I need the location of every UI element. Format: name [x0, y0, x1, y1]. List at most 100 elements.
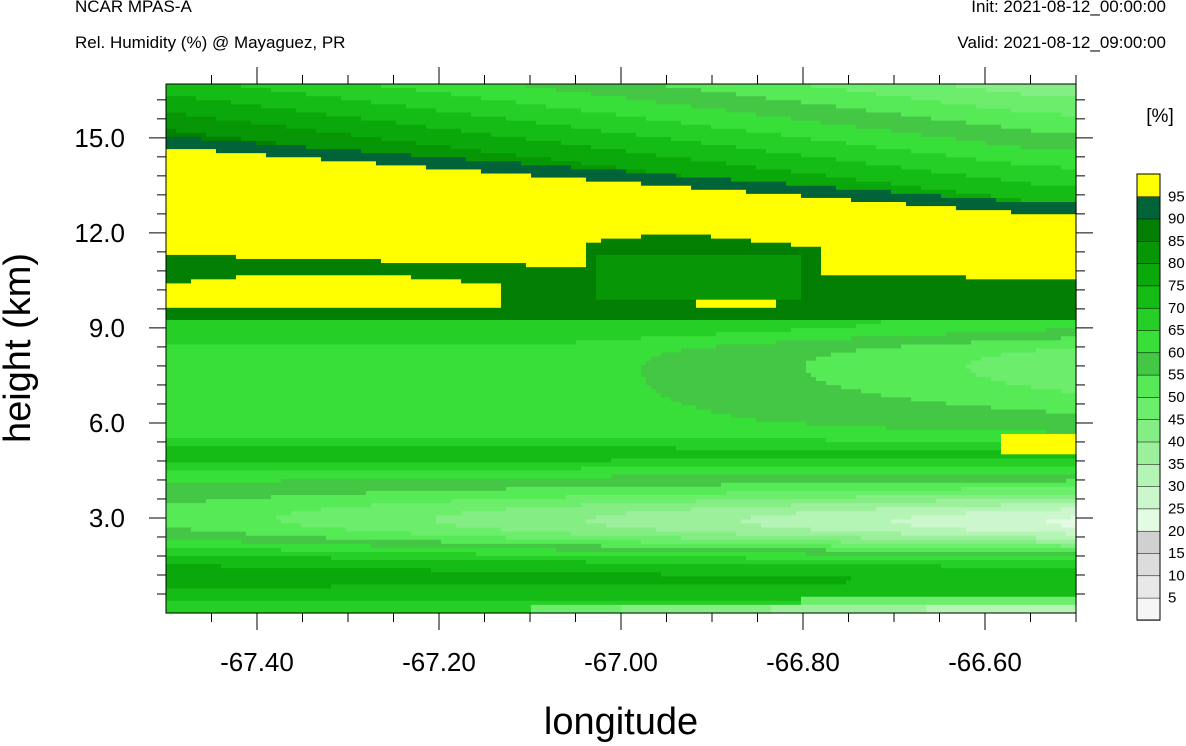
- field-cell: [1066, 478, 1077, 484]
- field-cell: [481, 149, 627, 154]
- field-cell: [166, 482, 722, 488]
- field-cell: [166, 543, 372, 549]
- field-cell: [326, 535, 507, 541]
- field-cell: [646, 169, 792, 175]
- field-cell: [166, 429, 1047, 435]
- field-cell: [166, 413, 732, 419]
- field-cell: [471, 112, 617, 118]
- field-cell: [801, 258, 822, 264]
- field-cell: [801, 291, 1077, 297]
- field-cell: [451, 145, 592, 150]
- y-axis-label: height (km): [0, 253, 39, 443]
- field-cell: [166, 584, 332, 590]
- colorbar-swatch: [1136, 396, 1161, 420]
- field-cell: [166, 214, 1077, 219]
- field-cell: [736, 145, 877, 150]
- field-cell: [821, 263, 1077, 268]
- field-cell: [811, 136, 957, 142]
- field-cell: [166, 295, 502, 301]
- field-cell: [976, 157, 1077, 162]
- field-cell: [606, 523, 762, 529]
- field-cell: [166, 515, 277, 521]
- field-cell: [741, 519, 892, 525]
- field-cell: [166, 173, 532, 179]
- field-cell: [726, 161, 867, 166]
- colorbar-swatch: [1136, 419, 1161, 443]
- field-cell: [791, 503, 1002, 508]
- field-cell: [166, 397, 672, 402]
- field-cell: [976, 104, 1077, 110]
- field-cell: [536, 120, 682, 126]
- field-cell: [856, 177, 1002, 183]
- field-cell: [601, 128, 747, 134]
- field-cell: [641, 234, 712, 240]
- colorbar-swatch: [1136, 173, 1161, 197]
- field-cell: [846, 580, 1077, 586]
- field-cell: [166, 376, 647, 382]
- field-cell: [826, 381, 1007, 386]
- field-cell: [1001, 124, 1077, 130]
- colorbar-label: 10: [1168, 567, 1185, 584]
- field-cell: [596, 267, 802, 272]
- field-cell: [771, 604, 927, 610]
- field-cell: [166, 124, 287, 130]
- colorbar: 5 10 15 20 25 30 35 40 45 50 55 60 65 70 75 80 85 90 95: [1136, 173, 1185, 621]
- field-cell: [571, 124, 712, 130]
- field-cell: [221, 564, 942, 569]
- field-cell: [681, 120, 822, 126]
- field-cell: [1061, 543, 1077, 549]
- field-cell: [371, 100, 517, 105]
- field-cell: [586, 177, 732, 183]
- field-cell: [191, 279, 462, 284]
- field-cell: [806, 364, 967, 370]
- field-cell: [966, 120, 1077, 126]
- field-cell: [241, 539, 442, 545]
- field-cell: [166, 271, 597, 276]
- field-cell: [526, 263, 587, 268]
- field-cell: [166, 564, 222, 569]
- field-cell: [166, 222, 1077, 228]
- field-cell: [881, 320, 1077, 325]
- field-cell: [276, 140, 417, 146]
- field-cell: [501, 299, 697, 305]
- field-cell: [166, 230, 1077, 236]
- field-cell: [456, 523, 607, 529]
- field-cell: [821, 254, 1077, 260]
- field-cell: [501, 291, 597, 297]
- field-cell: [581, 108, 727, 114]
- y-axis-ticks: 3.0 6.0 9.0 12.0 15.0: [74, 99, 1093, 595]
- field-cell: [166, 340, 577, 346]
- field-cell: [166, 470, 1077, 476]
- field-cell: [801, 254, 822, 260]
- field-cell: [721, 482, 1077, 488]
- field-cell: [166, 104, 262, 110]
- field-cell: [801, 153, 947, 158]
- field-cell: [306, 145, 452, 150]
- colorbar-label: 55: [1168, 367, 1185, 384]
- field-cell: [506, 507, 692, 512]
- field-cell: [926, 608, 1077, 614]
- field-cell: [166, 267, 597, 272]
- model-name: NCAR MPAS-A: [75, 0, 192, 16]
- field-cell: [166, 446, 677, 451]
- field-cell: [166, 568, 432, 573]
- colorbar-unit: [%]: [1146, 106, 1173, 127]
- field-cell: [166, 332, 717, 337]
- field-cell: [501, 283, 597, 289]
- field-cell: [821, 246, 1077, 252]
- field-cell: [166, 299, 502, 305]
- colorbar-label: 45: [1168, 411, 1185, 428]
- field-cell: [411, 531, 572, 537]
- field-cell: [611, 458, 1077, 464]
- field-cell: [166, 551, 477, 557]
- field-cell: [931, 116, 1077, 122]
- field-cell: [166, 454, 1077, 459]
- colorbar-label: 75: [1168, 278, 1185, 295]
- field-cell: [801, 596, 1077, 602]
- field-cell: [586, 560, 1077, 565]
- field-cell: [571, 165, 617, 171]
- field-cell: [301, 523, 457, 529]
- field-cell: [776, 303, 1077, 309]
- field-cell: [366, 490, 727, 496]
- field-cell: [166, 588, 1077, 594]
